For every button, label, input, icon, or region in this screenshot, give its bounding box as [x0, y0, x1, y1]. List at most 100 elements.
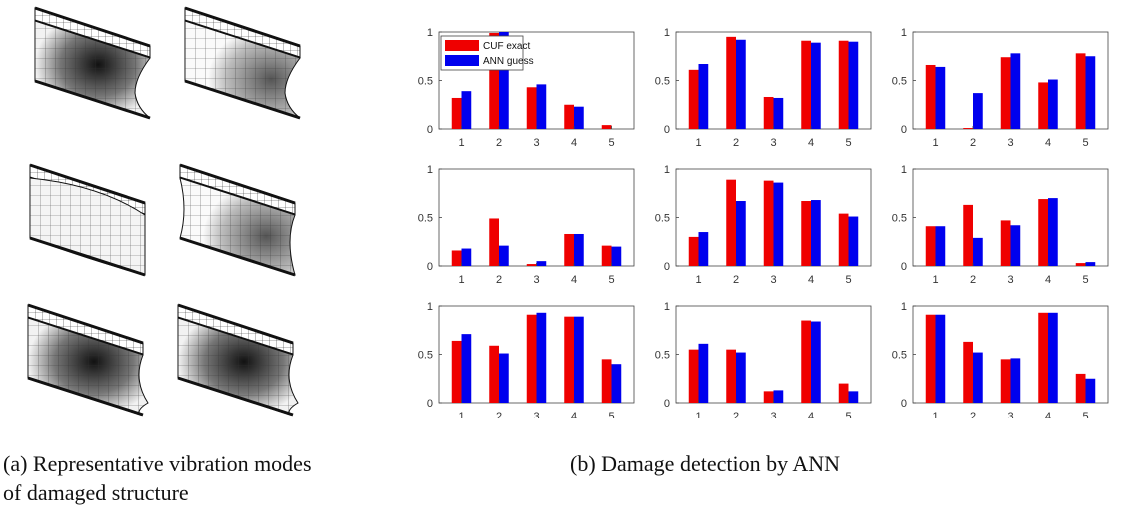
x-tick-label: 1: [695, 411, 701, 418]
bar-ann-guess: [935, 66, 946, 129]
x-tick-label: 3: [770, 274, 776, 286]
bar-ann-guess: [698, 232, 709, 266]
bar-ann-guess: [973, 352, 983, 403]
bottom-edge: [184, 79, 301, 120]
x-tick-label: 1: [458, 274, 464, 286]
x-tick-label: 3: [1007, 274, 1013, 286]
x-tick-label: 2: [733, 411, 739, 418]
x-tick-label: 4: [808, 411, 814, 418]
x-tick-label: 2: [496, 411, 502, 418]
bar-ann-guess: [935, 226, 946, 266]
bar-ann-guess: [848, 391, 859, 403]
bar-ann-guess: [736, 39, 746, 129]
x-tick-label: 5: [1082, 274, 1088, 286]
x-tick-label: 5: [608, 274, 614, 286]
bar-cuf-exact: [925, 226, 936, 266]
bar-cuf-exact: [1075, 53, 1086, 130]
bar-ann-guess: [536, 312, 547, 403]
bar-cuf-exact: [451, 97, 462, 129]
x-tick-label: 5: [1082, 411, 1088, 418]
bar-cuf-exact: [726, 179, 736, 266]
bar-cuf-exact: [1038, 199, 1048, 266]
bar-ann-guess: [461, 91, 472, 129]
bottom-edge: [177, 376, 294, 417]
bottom-edge: [179, 236, 296, 277]
bar-cuf-exact: [601, 359, 612, 403]
x-tick-label: 3: [533, 411, 539, 418]
x-tick-label: 5: [608, 137, 614, 149]
bar-ann-guess: [611, 246, 622, 266]
bar-cuf-exact: [838, 213, 849, 266]
bar-cuf-exact: [963, 128, 973, 129]
bar-cuf-exact: [925, 64, 936, 129]
bar-cuf-exact: [564, 104, 574, 129]
bar-cuf-exact: [1038, 312, 1048, 403]
y-tick-label: 0: [901, 398, 907, 410]
bar-ann-guess: [1010, 225, 1021, 266]
web-mesh: [178, 318, 298, 415]
bar-ann-guess: [698, 343, 709, 403]
y-tick-label: 1: [901, 301, 907, 313]
y-tick-label: 1: [664, 301, 670, 313]
x-tick-label: 5: [845, 411, 851, 418]
bar-cuf-exact: [925, 314, 936, 403]
bar-ann-guess: [1010, 53, 1021, 130]
bar-ann-guess: [499, 353, 509, 403]
y-tick-label: 0.5: [655, 76, 670, 88]
bar-cuf-exact: [489, 345, 499, 403]
caption-damage-detection: (b) Damage detection by ANN: [570, 451, 841, 476]
x-tick-label: 2: [733, 137, 739, 149]
x-tick-label: 4: [571, 411, 577, 418]
bar-cuf-exact: [801, 201, 811, 266]
y-tick-label: 1: [901, 164, 907, 176]
y-tick-label: 0: [664, 398, 670, 410]
bar-ann-guess: [698, 64, 709, 129]
x-tick-label: 1: [695, 274, 701, 286]
bar-ann-guess: [1010, 358, 1021, 403]
bar-ann-guess: [1048, 198, 1058, 266]
legend: CUF exact ANN guess: [440, 35, 534, 71]
bar-cuf-exact: [489, 218, 499, 266]
x-tick-label: 4: [1045, 274, 1051, 286]
legend-label: ANN guess: [483, 56, 534, 67]
bar-cuf-exact: [688, 69, 699, 129]
legend-swatch: [445, 40, 479, 51]
bar-ann-guess: [811, 42, 821, 129]
bar-ann-guess: [811, 200, 821, 266]
bar-cuf-exact: [1075, 373, 1086, 403]
x-tick-label: 4: [571, 137, 577, 149]
bar-ann-guess: [499, 32, 509, 129]
y-tick-label: 0.5: [655, 213, 670, 225]
bar-cuf-exact: [451, 340, 462, 403]
x-tick-label: 5: [845, 137, 851, 149]
top-edge: [184, 6, 301, 48]
bar-ann-guess: [574, 106, 584, 129]
bar-ann-guess: [574, 233, 584, 266]
bar-ann-guess: [461, 334, 472, 403]
bar-ann-guess: [1085, 378, 1096, 403]
y-tick-label: 0: [901, 261, 907, 273]
bottom-edge: [34, 79, 151, 120]
bar-cuf-exact: [726, 36, 736, 129]
vibration-mode-6: [177, 303, 299, 417]
bar-cuf-exact: [1075, 263, 1086, 266]
x-tick-label: 4: [1045, 137, 1051, 149]
x-tick-label: 2: [496, 274, 502, 286]
bar-cuf-exact: [726, 349, 736, 403]
vibration-mode-4: [179, 163, 296, 277]
vibration-mode-3: [29, 163, 146, 277]
bar-ann-guess: [973, 93, 983, 129]
x-tick-label: 3: [533, 137, 539, 149]
y-tick-label: 0: [664, 261, 670, 273]
bar-ann-guess: [848, 41, 859, 130]
subplot-2: 0 0.5 1 1 2 3 4 5: [655, 27, 872, 149]
y-tick-label: 0.5: [892, 76, 907, 88]
web-mesh: [180, 178, 295, 275]
bar-cuf-exact: [1000, 220, 1011, 266]
x-tick-label: 1: [458, 137, 464, 149]
bar-ann-guess: [973, 237, 983, 266]
bar-ann-guess: [736, 352, 746, 403]
bar-cuf-exact: [838, 383, 849, 403]
bar-cuf-exact: [451, 250, 462, 266]
